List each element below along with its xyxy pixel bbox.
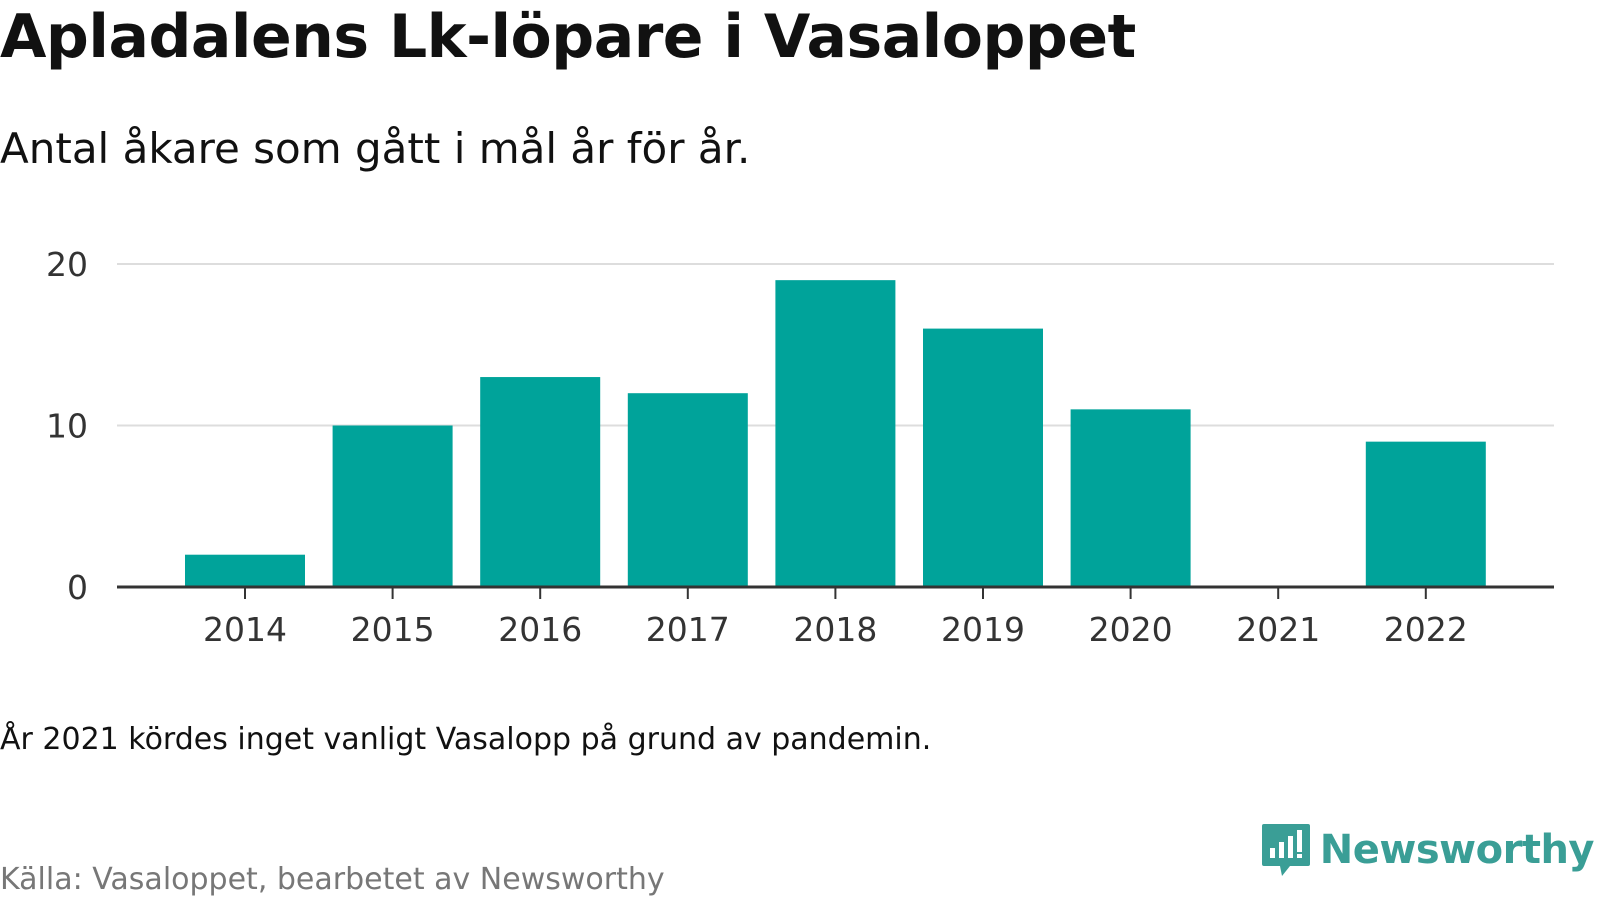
y-axis-ticks: 0 10 20: [46, 245, 88, 607]
bar-2022: [1365, 441, 1486, 587]
brand-name: Newsworthy: [1319, 827, 1595, 873]
brand-logo: Newsworthy: [1260, 822, 1595, 878]
newsworthy-logo-icon: [1261, 824, 1310, 876]
chart-title: Apladalens Lk-löpare i Vasaloppet: [0, 2, 1136, 72]
x-tick-label: 2019: [941, 610, 1025, 649]
bar-2020: [1070, 409, 1191, 587]
x-tick-label: 2021: [1236, 610, 1320, 649]
x-axis-ticks: 2014 2015 2016 2017 2018 2019 2020 2021 2022: [203, 587, 1468, 649]
x-tick-label: 2020: [1089, 610, 1173, 649]
x-tick-label: 2015: [351, 610, 435, 649]
y-tick-label: 10: [46, 407, 88, 446]
bar-2014: [185, 554, 305, 587]
bar-2015: [332, 425, 453, 587]
x-tick-label: 2014: [203, 610, 287, 649]
bar-2016: [480, 377, 601, 587]
bar-2019: [923, 328, 1043, 587]
source-text: Källa: Vasaloppet, bearbetet av Newswort…: [0, 862, 665, 897]
x-tick-label: 2016: [498, 610, 582, 649]
chart-subtitle: Antal åkare som gått i mål år för år.: [0, 124, 751, 173]
bar-2018: [775, 280, 896, 587]
x-tick-label: 2018: [793, 610, 877, 649]
y-tick-label: 20: [46, 245, 88, 284]
bar-2017: [627, 393, 748, 587]
bars: [185, 280, 1486, 587]
y-tick-label: 0: [67, 568, 88, 607]
x-tick-label: 2022: [1384, 610, 1468, 649]
x-tick-label: 2017: [646, 610, 730, 649]
chart-note: År 2021 kördes inget vanligt Vasalopp på…: [0, 722, 932, 757]
